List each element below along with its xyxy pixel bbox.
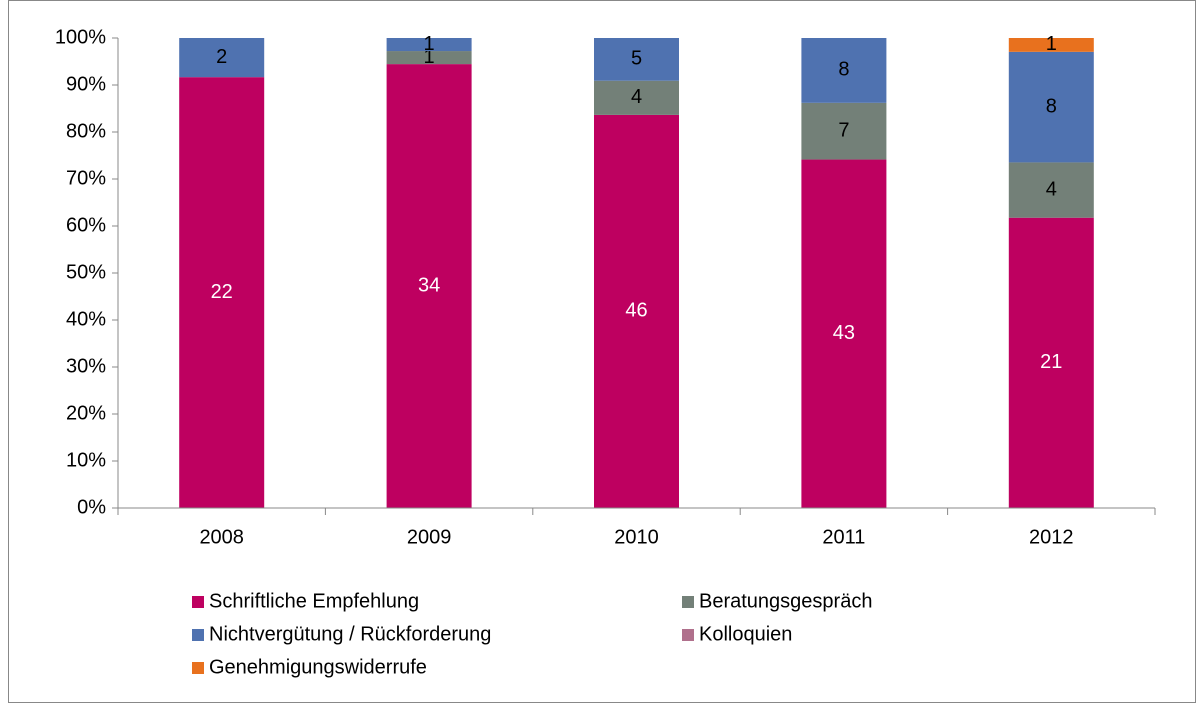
data-label: 4 [631,86,642,108]
data-label: 46 [625,300,647,322]
data-label: 1 [424,46,435,68]
legend-swatch [682,596,694,608]
bar-segment [801,38,887,103]
bar-segment [594,114,679,508]
legend-swatch [192,596,204,608]
data-label: 8 [838,59,849,81]
y-tick-label: 80% [66,120,106,142]
legend-swatch [192,662,204,674]
y-tick-label: 70% [66,167,106,189]
data-label: 43 [833,322,855,344]
y-tick-label: 40% [66,308,106,330]
legend-swatch [192,629,204,641]
data-label: 7 [838,119,849,141]
bar-segment [179,38,265,78]
data-label: 22 [211,281,233,303]
bar-segment [1008,38,1094,52]
legend-label: Genehmigungswiderrufe [209,656,427,678]
data-label: 21 [1040,351,1062,373]
y-tick-label: 100% [55,26,106,48]
data-label: 8 [1046,95,1057,117]
bar-segment [179,77,265,509]
bar-segment [1008,162,1094,218]
x-tick-label: 2010 [614,526,659,548]
bar-segment [801,102,887,160]
x-tick-label: 2009 [407,526,452,548]
bar-segment [594,80,679,115]
x-tick-label: 2011 [822,526,865,548]
y-tick-label: 0% [77,496,106,518]
data-label: 1 [1046,33,1057,55]
legend-label: Kolloquien [699,623,792,645]
x-tick-label: 2012 [1029,526,1074,548]
bar-segment [801,159,887,508]
bar-segment [1008,217,1094,509]
legend-label: Nichtvergütung / Rückforderung [209,623,491,645]
y-tick-label: 50% [66,261,106,283]
data-label: 2 [216,46,227,68]
y-tick-label: 60% [66,214,106,236]
data-label: 4 [1046,178,1057,200]
y-tick-label: 30% [66,355,106,377]
bar-segment [386,38,472,52]
bar-segment [386,51,472,65]
y-tick-label: 10% [66,449,106,471]
legend-label: Beratungsgespräch [699,590,872,612]
data-label: 1 [424,33,435,55]
y-tick-label: 20% [66,402,106,424]
data-label: 34 [418,274,440,296]
data-label: 5 [631,48,642,70]
bar-segment [594,38,679,81]
legend-swatch [682,629,694,641]
x-tick-label: 2008 [199,526,244,548]
bar-segment [386,64,472,508]
y-tick-label: 90% [66,73,106,95]
legend-label: Schriftliche Empfehlung [209,590,419,612]
bar-segment [1008,51,1094,163]
